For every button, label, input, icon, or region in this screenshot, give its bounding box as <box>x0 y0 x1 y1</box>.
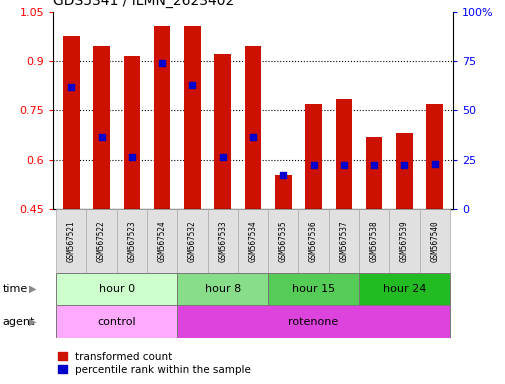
Bar <box>305 104 321 209</box>
Text: rotenone: rotenone <box>288 316 338 327</box>
Bar <box>177 209 207 273</box>
Bar <box>93 46 110 209</box>
Bar <box>268 273 358 305</box>
Point <box>67 84 75 90</box>
Bar <box>184 26 200 209</box>
Bar <box>426 104 442 209</box>
Bar <box>395 134 412 209</box>
Bar <box>177 305 449 338</box>
Bar <box>335 99 351 209</box>
Bar <box>328 209 358 273</box>
Bar <box>154 26 170 209</box>
Bar <box>86 209 117 273</box>
Point <box>188 82 196 88</box>
Text: GSM567538: GSM567538 <box>369 220 378 262</box>
Bar <box>214 55 231 209</box>
Bar <box>298 209 328 273</box>
Point <box>430 161 438 167</box>
Text: control: control <box>97 316 136 327</box>
Bar <box>358 209 388 273</box>
Bar <box>56 273 177 305</box>
Bar <box>56 209 86 273</box>
Bar <box>63 36 79 209</box>
Point <box>369 162 377 169</box>
Point <box>158 60 166 66</box>
Bar <box>388 209 419 273</box>
Point <box>248 134 257 141</box>
Bar <box>123 56 140 209</box>
Bar <box>237 209 268 273</box>
Bar <box>207 209 237 273</box>
Text: GSM567540: GSM567540 <box>429 220 438 262</box>
Text: GSM567534: GSM567534 <box>248 220 257 262</box>
Legend: transformed count, percentile rank within the sample: transformed count, percentile rank withi… <box>58 352 250 375</box>
Point <box>97 134 106 141</box>
Text: GSM567539: GSM567539 <box>399 220 408 262</box>
Bar <box>177 273 268 305</box>
Point <box>128 154 136 160</box>
Text: GSM567523: GSM567523 <box>127 220 136 262</box>
Text: GSM567532: GSM567532 <box>187 220 196 262</box>
Text: ▶: ▶ <box>29 284 37 294</box>
Text: GDS5341 / ILMN_2623402: GDS5341 / ILMN_2623402 <box>53 0 234 8</box>
Text: hour 0: hour 0 <box>98 284 134 294</box>
Bar <box>274 175 291 209</box>
Point <box>309 162 317 169</box>
Point <box>399 162 408 169</box>
Bar <box>244 46 261 209</box>
Text: hour 15: hour 15 <box>291 284 334 294</box>
Point <box>279 172 287 179</box>
Bar <box>419 209 449 273</box>
Text: ▶: ▶ <box>29 316 37 327</box>
Point <box>218 154 226 160</box>
Text: hour 8: hour 8 <box>204 284 240 294</box>
Point <box>339 162 347 169</box>
Bar <box>268 209 298 273</box>
Text: GSM567524: GSM567524 <box>158 220 166 262</box>
Text: agent: agent <box>3 316 35 327</box>
Text: GSM567521: GSM567521 <box>67 220 76 262</box>
Text: GSM567522: GSM567522 <box>97 220 106 262</box>
Text: hour 24: hour 24 <box>382 284 425 294</box>
Text: GSM567535: GSM567535 <box>278 220 287 262</box>
Text: GSM567537: GSM567537 <box>339 220 347 262</box>
Text: GSM567533: GSM567533 <box>218 220 227 262</box>
Text: GSM567536: GSM567536 <box>309 220 318 262</box>
Bar <box>147 209 177 273</box>
Bar <box>56 305 177 338</box>
Bar <box>358 273 449 305</box>
Text: time: time <box>3 284 28 294</box>
Bar <box>117 209 147 273</box>
Bar <box>365 137 382 209</box>
